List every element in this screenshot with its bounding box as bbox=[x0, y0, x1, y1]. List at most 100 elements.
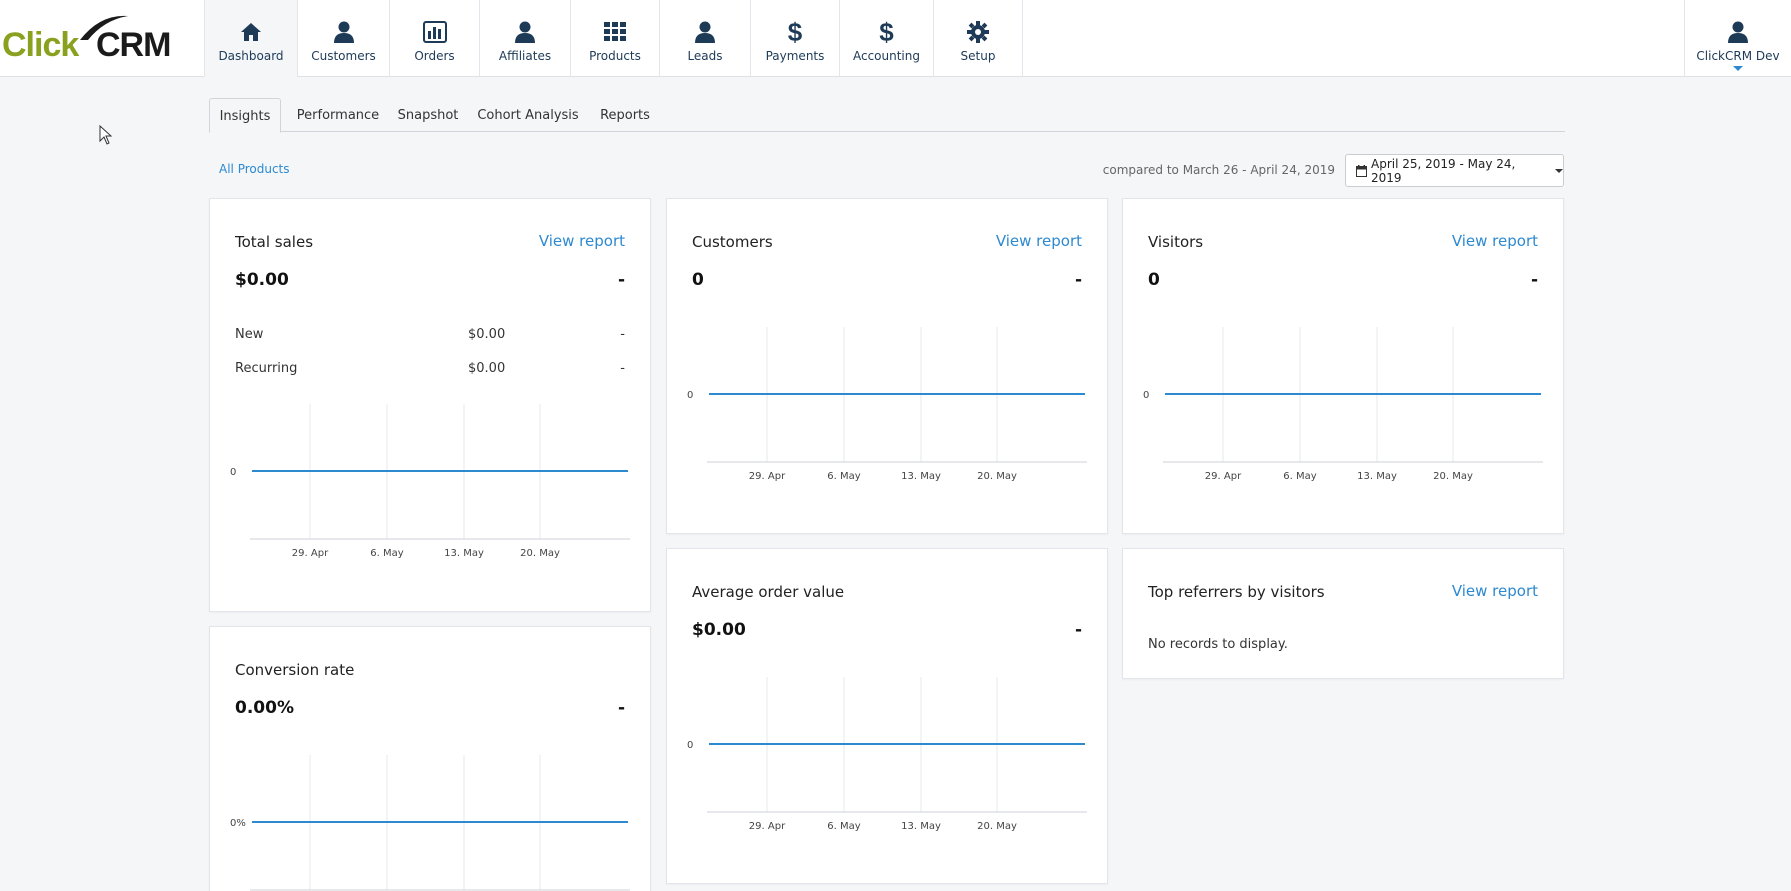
visitors-card: Visitors View report 0 - 0 29. Apr 6. May 1… bbox=[1122, 198, 1564, 534]
nav-products[interactable]: Products bbox=[570, 0, 659, 77]
avg-order-delta: - bbox=[1074, 620, 1082, 640]
user-menu[interactable]: ClickCRM Dev bbox=[1684, 0, 1791, 77]
x-tick-label: 13. May bbox=[1357, 471, 1397, 482]
nav-products-label: Products bbox=[589, 49, 641, 63]
nav-accounting[interactable]: $ Accounting bbox=[839, 0, 933, 77]
top-referrers-card: Top referrers by visitors View report No… bbox=[1122, 548, 1564, 679]
logo-text-click: Click bbox=[2, 26, 79, 64]
avg-order-chart: 0 29. Apr 6. May 13. May 20. May bbox=[687, 677, 1087, 832]
tab-insights-label: Insights bbox=[219, 109, 271, 124]
card-title: Top referrers by visitors bbox=[1148, 583, 1325, 601]
nav-accounting-label: Accounting bbox=[852, 49, 920, 63]
tab-reports-label: Reports bbox=[600, 108, 650, 123]
user-icon bbox=[513, 20, 537, 44]
visitors-delta: - bbox=[1530, 270, 1538, 290]
dashboard-tabs: Insights Performance Snapshot Cohort Ana… bbox=[209, 98, 1565, 133]
card-title: Average order value bbox=[692, 583, 845, 601]
conversion-rate-card: Conversion rate 0.00% - 0% bbox=[209, 626, 651, 891]
x-tick-label: 6. May bbox=[827, 821, 860, 832]
nav-customers-label: Customers bbox=[311, 49, 376, 63]
tab-performance-label: Performance bbox=[296, 108, 380, 123]
nav-leads-label: Leads bbox=[687, 49, 723, 63]
x-tick-label: 20. May bbox=[977, 821, 1017, 832]
total-sales-delta: - bbox=[617, 270, 625, 290]
total-sales-chart: 0 29. Apr 6. May 13. May 20. May bbox=[230, 404, 630, 559]
x-tick-label: 6. May bbox=[370, 548, 403, 559]
nav-payments[interactable]: $ Payments bbox=[750, 0, 839, 77]
x-tick-label: 6. May bbox=[827, 471, 860, 482]
logo-text-crm: CRM bbox=[96, 26, 171, 64]
bar-chart-icon bbox=[422, 20, 447, 44]
conversion-delta: - bbox=[617, 698, 625, 718]
y-tick-label: 0 bbox=[687, 390, 693, 401]
nav-affiliates[interactable]: Affiliates bbox=[479, 0, 570, 77]
nav-setup[interactable]: Setup bbox=[933, 0, 1023, 77]
y-tick-label: 0% bbox=[230, 818, 246, 829]
nav-dashboard-label: Dashboard bbox=[218, 49, 284, 63]
comparison-range-text: compared to March 26 - April 24, 2019 bbox=[1102, 163, 1335, 177]
tab-insights[interactable]: Insights bbox=[209, 98, 281, 133]
conversion-chart: 0% bbox=[230, 755, 630, 891]
customers-value: 0 bbox=[692, 270, 704, 290]
x-tick-label: 13. May bbox=[901, 821, 941, 832]
tab-reports[interactable]: Reports bbox=[594, 98, 656, 132]
logo-swoosh-icon bbox=[80, 15, 128, 40]
gear-icon bbox=[966, 20, 990, 44]
recurring-sales-label: Recurring bbox=[235, 361, 298, 376]
clickcrm-logo[interactable]: Click CRM bbox=[0, 12, 171, 64]
home-icon bbox=[239, 20, 263, 44]
view-report-link[interactable]: View report bbox=[995, 232, 1082, 250]
new-sales-label: New bbox=[235, 327, 264, 342]
chevron-down-icon bbox=[1733, 66, 1743, 71]
avg-order-value: $0.00 bbox=[692, 620, 746, 640]
new-sales-value: $0.00 bbox=[468, 327, 506, 342]
view-report-link[interactable]: View report bbox=[538, 232, 625, 250]
tab-snapshot[interactable]: Snapshot bbox=[395, 98, 461, 132]
x-tick-label: 20. May bbox=[520, 548, 560, 559]
empty-state-message: No records to display. bbox=[1148, 637, 1288, 652]
average-order-value-card: Average order value $0.00 - 0 29. Apr 6. M… bbox=[666, 548, 1108, 884]
nav-affiliates-label: Affiliates bbox=[498, 49, 552, 63]
date-range-label: April 25, 2019 - May 24, 2019 bbox=[1371, 156, 1516, 185]
chevron-down-icon bbox=[1555, 168, 1563, 173]
visitors-value: 0 bbox=[1148, 270, 1160, 290]
tab-cohort-analysis-label: Cohort Analysis bbox=[477, 108, 579, 123]
date-range-picker[interactable]: April 25, 2019 - May 24, 2019 bbox=[1345, 154, 1564, 187]
nav-orders[interactable]: Orders bbox=[389, 0, 479, 77]
user-name: ClickCRM Dev bbox=[1696, 49, 1780, 63]
all-products-link[interactable]: All Products bbox=[219, 162, 290, 176]
card-title: Visitors bbox=[1148, 233, 1204, 251]
dollar-icon: $ bbox=[879, 16, 894, 47]
nav-dashboard[interactable]: Dashboard bbox=[204, 0, 297, 77]
nav-payments-label: Payments bbox=[765, 49, 825, 63]
tab-cohort-analysis[interactable]: Cohort Analysis bbox=[476, 98, 580, 132]
user-icon bbox=[1726, 20, 1750, 44]
x-tick-label: 13. May bbox=[444, 548, 484, 559]
x-tick-label: 29. Apr bbox=[292, 548, 329, 559]
x-tick-label: 20. May bbox=[977, 471, 1017, 482]
y-tick-label: 0 bbox=[230, 467, 236, 478]
x-tick-label: 6. May bbox=[1283, 471, 1316, 482]
visitors-chart: 0 29. Apr 6. May 13. May 20. May bbox=[1143, 327, 1543, 482]
recurring-sales-value: $0.00 bbox=[468, 361, 506, 376]
conversion-value: 0.00% bbox=[235, 698, 294, 718]
view-report-link[interactable]: View report bbox=[1451, 232, 1538, 250]
total-sales-card: Total sales View report $0.00 - New $0.0… bbox=[209, 198, 651, 612]
x-tick-label: 29. Apr bbox=[749, 471, 786, 482]
x-tick-label: 29. Apr bbox=[1205, 471, 1242, 482]
tab-performance[interactable]: Performance bbox=[295, 98, 381, 132]
new-sales-delta: - bbox=[620, 327, 625, 342]
view-report-link[interactable]: View report bbox=[1451, 582, 1538, 600]
nav-leads[interactable]: Leads bbox=[659, 0, 750, 77]
nav-orders-label: Orders bbox=[414, 49, 455, 63]
card-title: Customers bbox=[692, 233, 773, 251]
x-tick-label: 29. Apr bbox=[749, 821, 786, 832]
card-title: Conversion rate bbox=[235, 661, 355, 679]
calendar-icon bbox=[1356, 164, 1367, 177]
card-title: Total sales bbox=[235, 233, 314, 251]
nav-customers[interactable]: Customers bbox=[297, 0, 389, 77]
x-tick-label: 20. May bbox=[1433, 471, 1473, 482]
x-tick-label: 13. May bbox=[901, 471, 941, 482]
user-icon bbox=[693, 20, 717, 44]
dollar-icon: $ bbox=[787, 16, 803, 47]
